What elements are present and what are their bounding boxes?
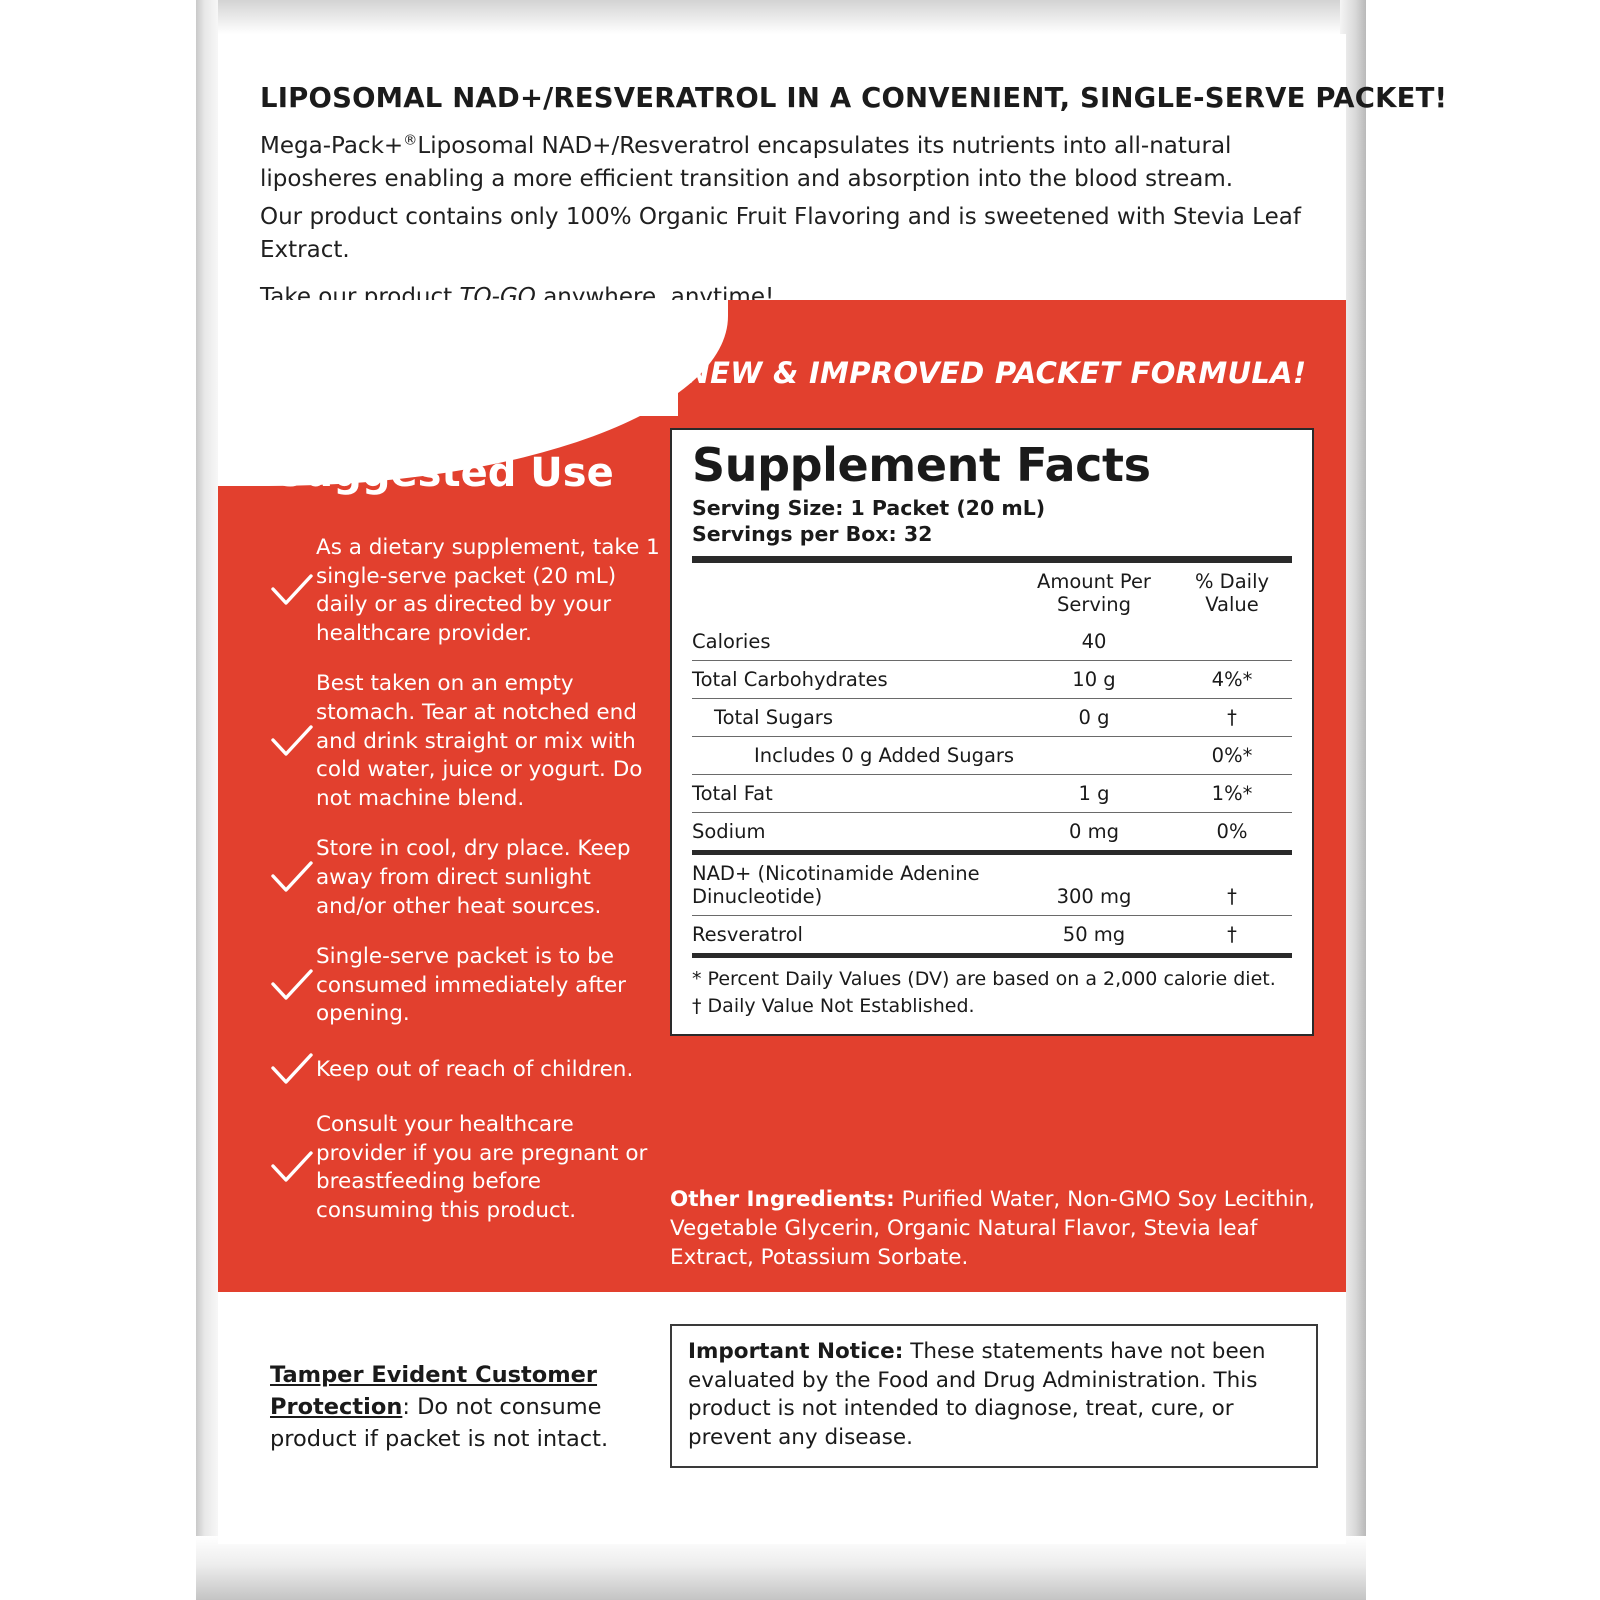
list-item: Consult your healthcare provider if you … [270, 1111, 660, 1225]
intro-paragraph: Mega-Pack+®Liposomal NAD+/Resveratrol en… [260, 130, 1312, 195]
suggested-use-item-text: Single-serve packet is to be consumed im… [316, 944, 627, 1027]
nutrient-name: Includes 0 g Added Sugars [692, 736, 1016, 776]
table-row: Total Carbohydrates 10 g 4%* [692, 660, 1292, 700]
table-row: Includes 0 g Added Sugars 0%* [692, 736, 1292, 776]
nutrient-amount: 0 mg [1016, 812, 1172, 856]
nutrient-amount: 40 [1016, 623, 1172, 662]
bottom-panel: Tamper Evident Customer Protection: Do n… [218, 1292, 1346, 1544]
red-main-panel: NEW & IMPROVED PACKET FORMULA! Suggested… [218, 300, 1346, 1302]
col-header-dv-line1: % Daily [1194, 570, 1270, 594]
carton-edge-top [196, 0, 1366, 34]
tamper-evident-block: Tamper Evident Customer Protection: Do n… [270, 1360, 640, 1456]
table-header-row: Amount Per Serving % Daily Value [692, 563, 1292, 623]
nutrient-dv: 0%* [1172, 736, 1292, 776]
registered-mark: ® [403, 132, 418, 149]
check-icon [270, 723, 316, 761]
suggested-use-item-text: Store in cool, dry place. Keep away from… [316, 836, 631, 919]
table-row: Sodium 0 mg 0% [692, 812, 1292, 856]
nutrient-amount: 1 g [1016, 774, 1172, 814]
nutrient-dv: † [1172, 915, 1292, 959]
list-item: Best taken on an empty stomach. Tear at … [270, 670, 660, 813]
tamper-evident-label: Tamper Evident Customer Protection [270, 1362, 598, 1420]
suggested-use-title: Suggested Use [276, 450, 614, 496]
supplement-facts-title: Supplement Facts [692, 438, 1151, 492]
supplement-facts-table: Amount Per Serving % Daily Value Calorie… [692, 563, 1292, 959]
col-header-daily-value: % Daily Value [1172, 563, 1292, 623]
nutrient-amount: 50 mg [1016, 915, 1172, 959]
important-notice-text: These statements have not been evaluated… [688, 1339, 1266, 1450]
list-item: Single-serve packet is to be consumed im… [270, 943, 660, 1029]
facts-rule-top [692, 556, 1292, 564]
servings-per-box: Servings per Box: 32 [692, 521, 933, 546]
col-header-dv-line2: Value [1205, 593, 1259, 617]
other-ingredients: Other Ingredients: Purified Water, Non-G… [670, 1186, 1330, 1272]
nutrient-dv: † [1172, 852, 1292, 917]
col-header-amount: Amount Per Serving [1016, 563, 1172, 623]
nutrient-dv: 0% [1172, 812, 1292, 856]
formula-banner: NEW & IMPROVED PACKET FORMULA! [685, 356, 1307, 390]
nutrient-dv: † [1172, 698, 1292, 738]
table-row: Total Sugars 0 g † [692, 698, 1292, 738]
nutrient-name: Calories [692, 623, 1016, 662]
carton-edge-bottom [196, 1536, 1366, 1600]
nutrient-dv [1172, 623, 1292, 662]
nutrient-name: Sodium [692, 812, 1016, 856]
col-header-amount-line2: Serving [1056, 593, 1132, 617]
check-icon [270, 967, 316, 1005]
flavoring-paragraph: Our product contains only 100% Organic F… [260, 204, 1301, 263]
nutrient-amount: 10 g [1016, 660, 1172, 700]
table-row: Calories 40 [692, 623, 1292, 662]
table-row: Total Fat 1 g 1%* [692, 774, 1292, 814]
col-header-nutrient [692, 563, 1016, 623]
table-row: NAD+ (Nicotinamide Adenine Dinucleotide)… [692, 852, 1292, 917]
check-icon [270, 1051, 316, 1089]
suggested-use-item-text: Keep out of reach of children. [316, 1056, 634, 1082]
important-notice-label: Important Notice: [688, 1339, 904, 1364]
supplement-facts-panel: Supplement Facts Serving Size: 1 Packet … [670, 428, 1314, 1037]
other-ingredients-label: Other Ingredients: [670, 1187, 895, 1212]
suggested-use-item-text: Best taken on an empty stomach. Tear at … [316, 671, 643, 811]
list-item: Store in cool, dry place. Keep away from… [270, 835, 660, 921]
brand-name: Mega-Pack+ [260, 133, 404, 159]
nutrient-name: Total Fat [692, 774, 1016, 814]
check-icon [270, 859, 316, 897]
nutrient-dv: 1%* [1172, 774, 1292, 814]
table-row: Resveratrol 50 mg † [692, 915, 1292, 959]
tamper-evident-text: : Do not consume product if packet is no… [270, 1393, 609, 1452]
intro-paragraph-text: Liposomal NAD+/Resveratrol encapsulates … [260, 133, 1234, 192]
col-header-amount-line1: Amount Per [1037, 570, 1151, 594]
list-item: Keep out of reach of children. [270, 1051, 660, 1089]
nutrient-amount: 0 g [1016, 698, 1172, 738]
suggested-use-item-text: Consult your healthcare provider if you … [316, 1111, 648, 1223]
header-panel: LIPOSOMAL NAD+/RESVERATROL IN A CONVENIE… [218, 34, 1448, 314]
nutrient-amount [1016, 736, 1172, 776]
nutrient-amount: 300 mg [1016, 852, 1172, 917]
carton-edge-left [196, 0, 218, 1600]
facts-footnote-2: † Daily Value Not Established. [692, 994, 975, 1017]
nutrient-name: NAD+ (Nicotinamide Adenine Dinucleotide) [692, 852, 1016, 917]
check-icon [270, 572, 316, 610]
other-ingredients-text: Purified Water, Non-GMO Soy Lecithin, Ve… [670, 1187, 1315, 1270]
suggested-use-list: As a dietary supplement, take 1 single-s… [270, 534, 660, 1225]
check-icon [270, 1149, 316, 1187]
suggested-use-item-text: As a dietary supplement, take 1 single-s… [316, 535, 660, 646]
list-item: As a dietary supplement, take 1 single-s… [270, 534, 660, 648]
serving-size: Serving Size: 1 Packet (20 mL) [692, 495, 1046, 520]
headline: LIPOSOMAL NAD+/RESVERATROL IN A CONVENIE… [260, 82, 1448, 114]
suggested-use-section: Suggested Use As a dietary supplement, t… [270, 450, 660, 1247]
nutrient-name: Total Carbohydrates [692, 660, 1016, 700]
nutrient-name: Resveratrol [692, 915, 1016, 959]
facts-footnote-1: * Percent Daily Values (DV) are based on… [692, 968, 1276, 991]
nutrient-dv: 4%* [1172, 660, 1292, 700]
important-notice-box: Important Notice: These statements have … [670, 1324, 1318, 1469]
nutrient-name: Total Sugars [692, 698, 1016, 738]
